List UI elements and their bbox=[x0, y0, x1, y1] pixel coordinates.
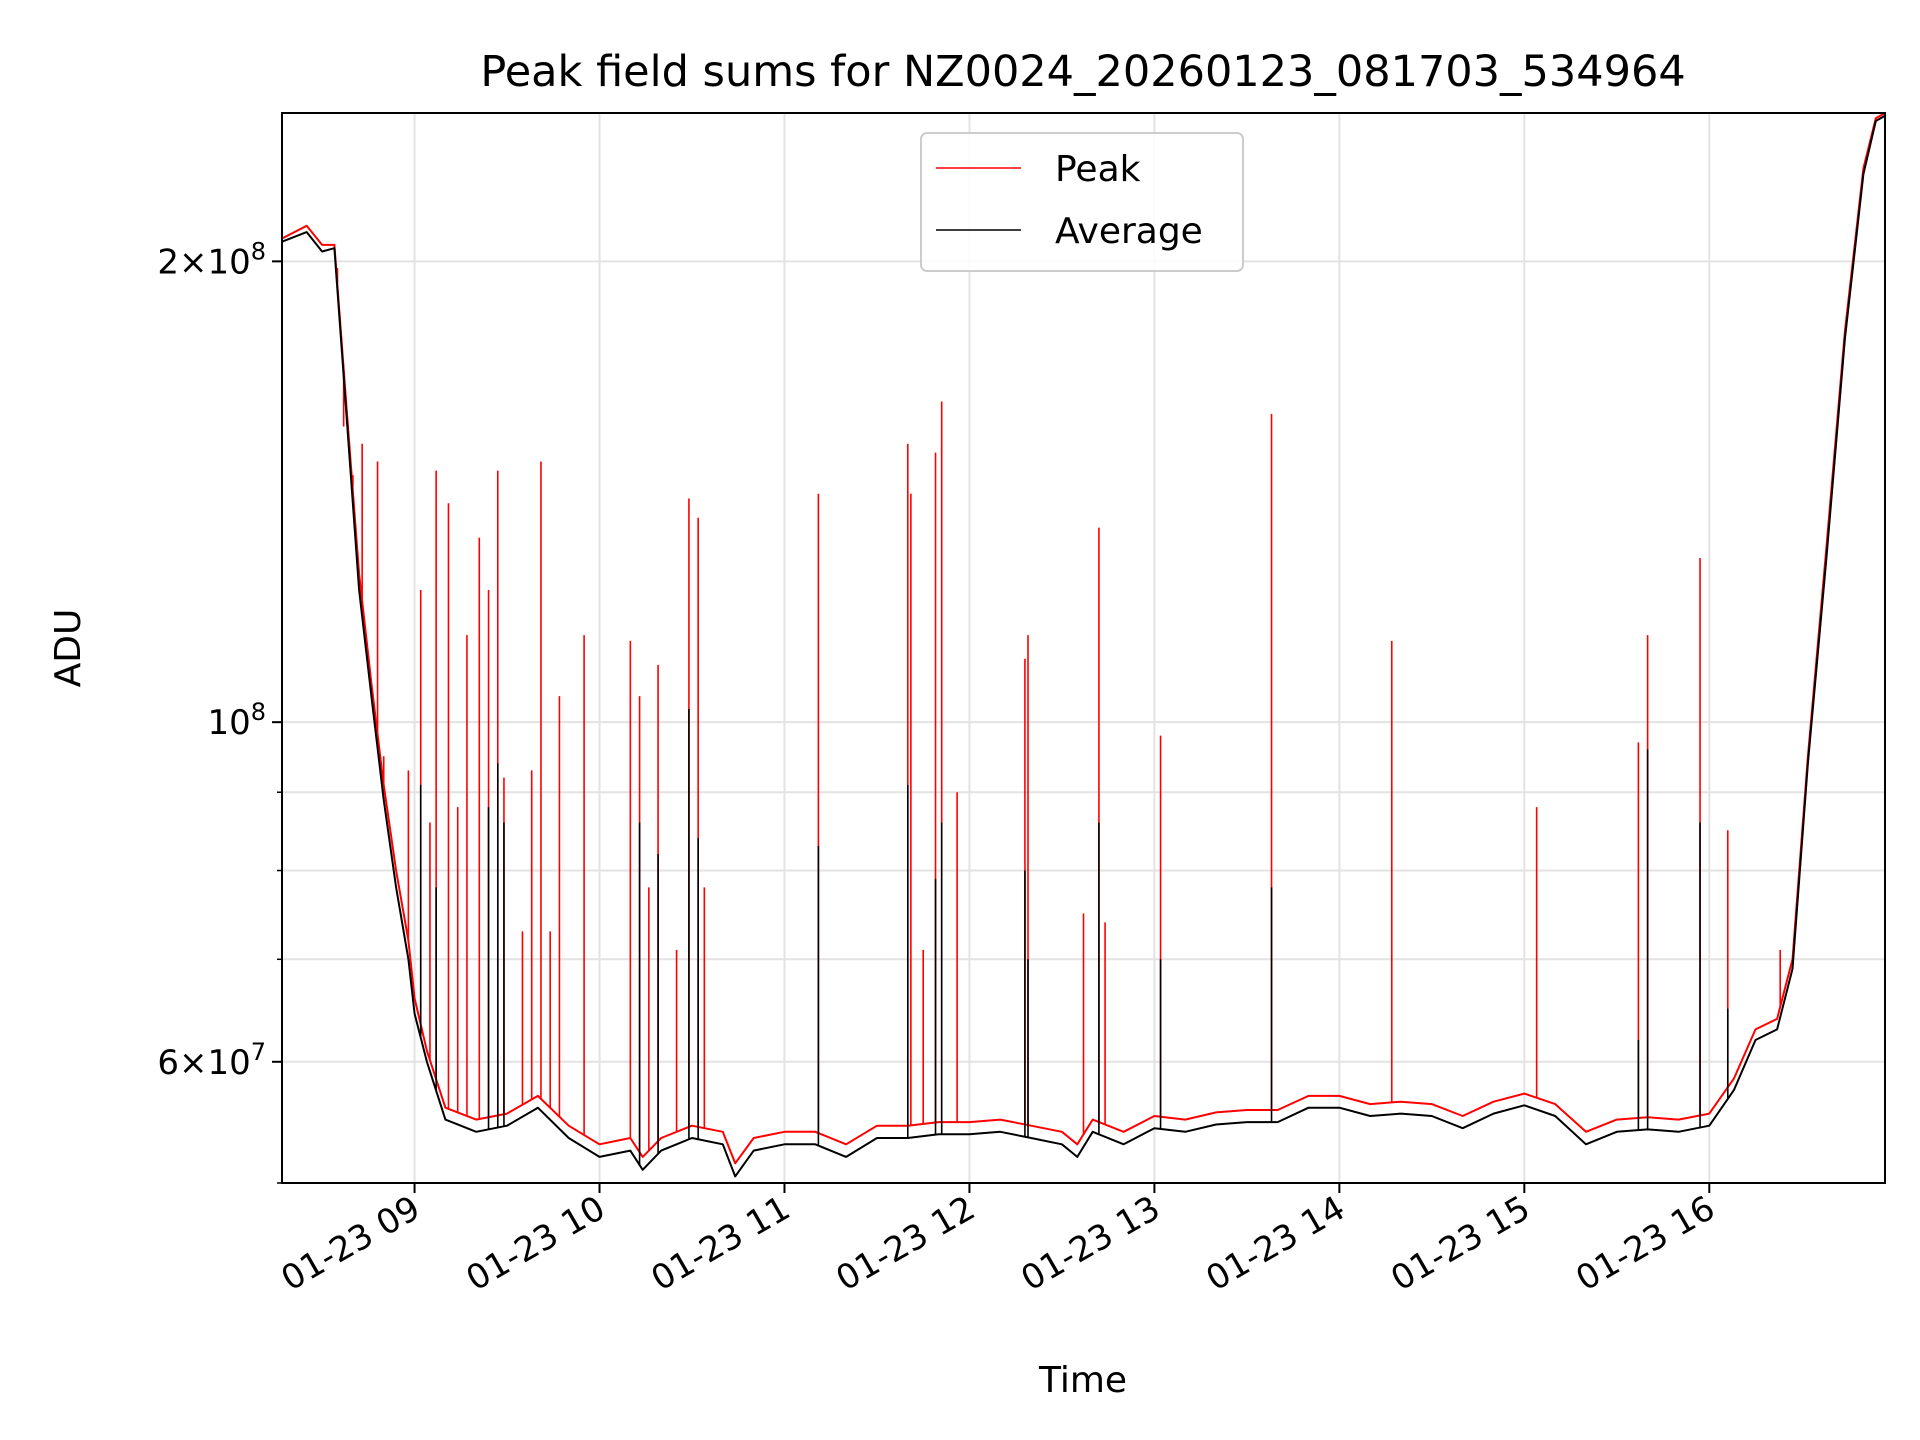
y-tick-label-exponent: 8 bbox=[251, 237, 266, 265]
series-layer bbox=[281, 112, 1886, 1178]
y-tick-label-base: 6×10 bbox=[157, 1043, 250, 1083]
y-tick-label: 2×108 bbox=[157, 237, 266, 282]
y-tick-label: 108 bbox=[207, 698, 266, 743]
x-axis-title: Time bbox=[1038, 1360, 1127, 1401]
legend: Peak Average bbox=[920, 132, 1244, 272]
series-line-peak bbox=[281, 112, 1886, 1165]
y-tick-label: 6×107 bbox=[157, 1038, 266, 1083]
y-tick-label-exponent: 8 bbox=[251, 698, 266, 726]
y-tick-label-base: 10 bbox=[207, 703, 250, 743]
legend-label-average: Average bbox=[1055, 211, 1203, 252]
series-line-average bbox=[281, 114, 1886, 1178]
legend-label-peak: Peak bbox=[1055, 149, 1141, 190]
chart-title: Peak field sums for NZ0024_20260123_0817… bbox=[480, 47, 1685, 97]
y-tick-label-exponent: 7 bbox=[251, 1038, 266, 1066]
plot-frame bbox=[281, 112, 1886, 1184]
y-axis-title: ADU bbox=[48, 609, 89, 688]
y-tick-label-base: 2×10 bbox=[157, 242, 250, 282]
